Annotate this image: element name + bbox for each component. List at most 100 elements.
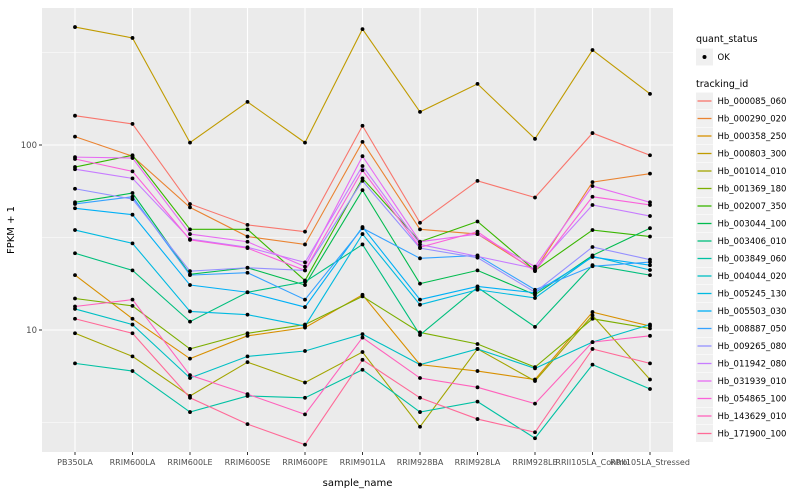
legend-entry: Hb_143629_010 [696,407,787,425]
data-point [73,296,77,301]
legend-entry-label: Hb_003406_010 [718,237,787,247]
data-point [303,229,307,234]
legend-entry: Hb_003044_100 [696,215,786,232]
data-point [533,290,537,295]
data-point [418,227,422,232]
data-point [303,349,307,353]
data-point [130,153,135,158]
data-point [648,171,652,176]
legend-entry-label: Hb_001014_010 [718,167,787,177]
y-tick-label: 10 [26,326,37,336]
data-point [188,269,192,274]
data-point [418,109,422,114]
data-point [590,347,595,351]
data-point [360,335,365,340]
data-point [418,410,422,414]
data-point [188,283,192,287]
data-point [590,131,595,135]
x-tick-label: RRII105LA_Stressed [610,458,690,467]
data-point [245,331,250,336]
legend-entry-label: Hb_005503_030 [718,307,787,317]
legend-entry: Hb_011942_080 [696,355,786,372]
data-point [245,290,250,295]
data-point [648,153,652,158]
data-point [130,122,135,126]
data-point [245,222,250,227]
legend-entry: Hb_054865_100 [696,390,786,407]
data-point [648,214,652,218]
data-point [475,342,480,346]
data-point [130,36,135,40]
legend-entry: Hb_005245_130 [696,285,786,302]
data-point [418,333,422,337]
data-point [303,140,307,145]
data-point [188,309,192,314]
data-point [475,219,480,224]
data-point [533,366,537,371]
data-point [245,227,250,232]
x-tick-label: RRII105LA_Control [555,458,629,467]
data-point [130,303,135,308]
data-point [360,178,365,183]
data-point [188,347,192,351]
x-tick-label: RRIM600SE [225,458,271,467]
legend-entry-label: Hb_171900_100 [718,430,787,440]
data-point [360,27,365,32]
data-point [533,136,537,141]
data-point [130,331,135,336]
x-tick-label: RRIM600LA [110,458,156,467]
data-point [648,203,652,207]
legend-entry-label: Hb_005245_130 [718,290,787,300]
legend-entry-label: Hb_000803_300 [718,150,787,160]
legend-entry: Hb_001369_180 [696,180,786,197]
data-point [303,279,307,284]
data-point [73,228,77,232]
data-point [303,395,307,400]
data-point [648,273,652,278]
data-point [73,202,77,206]
data-point [475,287,480,292]
data-point [303,242,307,247]
data-point [303,264,307,269]
data-point [533,401,537,406]
data-point [130,354,135,359]
data-point [73,361,77,366]
data-point [360,188,365,193]
legend-entry-label: Hb_003849_060 [718,255,787,265]
data-point [188,273,192,278]
data-point [73,25,77,29]
data-point [360,294,365,299]
data-point [475,268,480,273]
data-point [130,197,135,201]
legend-entry-label: Hb_054865_100 [718,395,787,405]
legend-quant-status-title: quant_status [696,34,758,45]
data-point [360,139,365,144]
plot-panel [42,8,673,452]
data-point [418,281,422,286]
legend-entry-label: Hb_004044_020 [718,272,787,282]
data-point [418,256,422,261]
data-point [360,332,365,337]
legend-entry-label: Hb_008887_050 [718,325,787,335]
legend-entry-label: Hb_003044_100 [718,220,787,230]
data-point [73,304,77,309]
data-point [245,234,250,239]
legend-entry-label: Hb_002007_350 [718,202,787,212]
data-point [188,232,192,236]
data-point [418,220,422,225]
legend-entry-label: Hb_143629_010 [718,412,787,422]
data-point [418,242,422,247]
legend-entry-label: Hb_000290_020 [718,115,787,125]
data-point [533,269,537,274]
data-point [303,305,307,309]
data-point [130,369,135,373]
data-point [188,227,192,232]
data-point [130,241,135,246]
data-point [475,229,480,234]
legend-entry: Hb_002007_350 [696,197,787,215]
legend-entry: Hb_000085_060 [696,92,786,110]
legend-entry-label: Hb_009265_080 [718,342,787,352]
data-point [590,310,595,314]
legend-entry: Hb_171900_100 [696,425,786,442]
